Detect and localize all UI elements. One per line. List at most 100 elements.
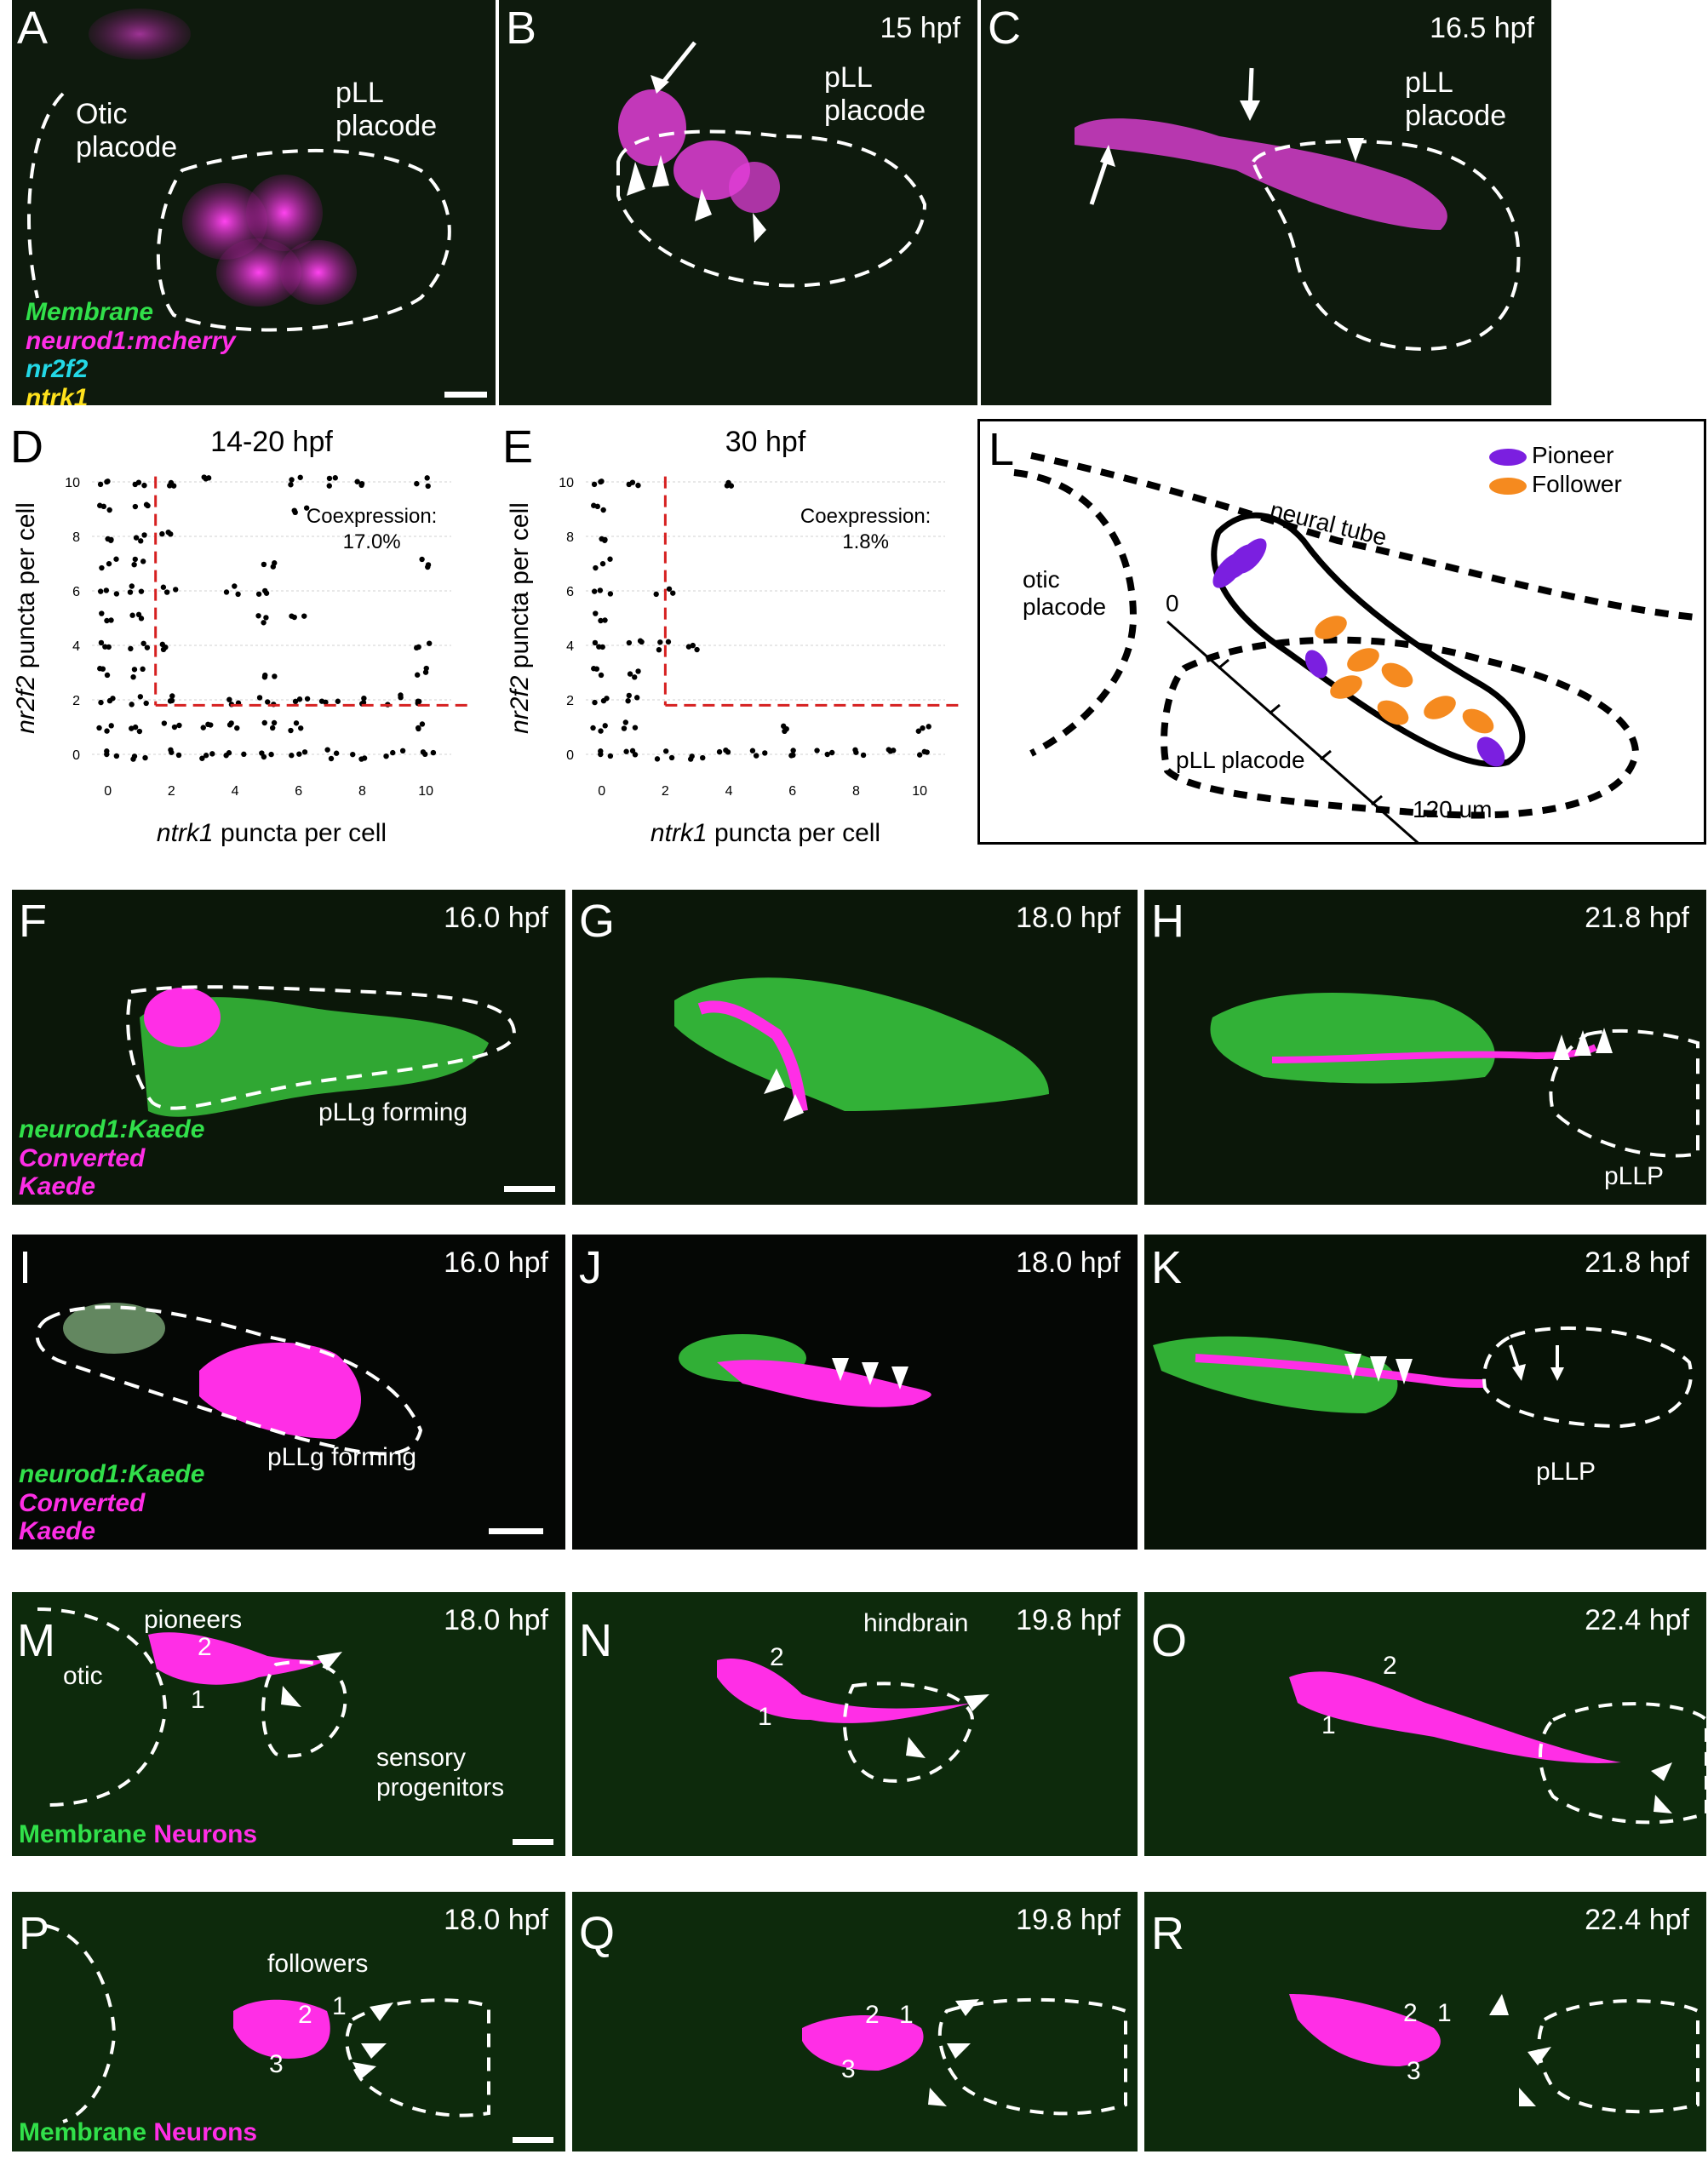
scale-bar <box>444 392 487 398</box>
data-point <box>128 645 134 652</box>
data-point <box>416 644 421 650</box>
data-point <box>263 615 269 621</box>
pll-placode-outline <box>156 148 451 332</box>
y-axis-label: nr2f2 puncta per cell <box>506 502 534 734</box>
data-point <box>261 561 267 568</box>
data-point <box>607 556 613 562</box>
pioneer-cells <box>1212 538 1505 767</box>
data-point <box>700 754 706 761</box>
data-point <box>232 583 238 589</box>
pll-placode-outline <box>1251 140 1521 352</box>
data-point <box>694 646 700 653</box>
axis-start-label: 0 <box>1166 590 1179 616</box>
panel-letter: H <box>1151 896 1184 947</box>
pll-ganglion-outline <box>1211 512 1526 767</box>
panel-k-image <box>1153 1326 1693 1429</box>
y-tick-label: 4 <box>566 639 574 654</box>
x-tick-label: 4 <box>725 784 733 799</box>
data-point <box>853 749 859 755</box>
data-point <box>259 750 265 756</box>
data-point <box>399 748 406 754</box>
data-point <box>208 722 214 728</box>
panel-letter: C <box>988 3 1021 54</box>
panel-c: C 16.5 hpf pLL placode <box>981 0 1551 405</box>
arrow-icon <box>651 41 696 94</box>
data-point <box>288 482 294 488</box>
neuron-number-1: 1 <box>191 1686 205 1714</box>
data-point <box>296 751 302 757</box>
panel-b: B 15 hpf pLL placode <box>499 0 977 405</box>
data-point <box>99 610 105 616</box>
data-point <box>268 751 274 758</box>
data-point <box>104 728 110 734</box>
data-point <box>255 591 262 597</box>
y-tick-label: 0 <box>566 748 574 763</box>
chart-e-svg: 30 hpf 0 2 4 6 8 10 0 2 4 6 8 10 ntrk1 puncta per cel… <box>506 426 962 847</box>
legend-nr2f2: nr2f2 <box>26 355 89 384</box>
data-point <box>137 694 144 700</box>
data-point <box>723 747 729 753</box>
otic-placode-outline <box>27 92 65 299</box>
region-label: pLLP <box>1536 1458 1596 1486</box>
x-axis-label: ntrk1 puncta per cell <box>157 819 387 847</box>
timestamp: 18.0 hpf <box>1016 1246 1121 1279</box>
legend-neurons: Neurons <box>153 2118 258 2146</box>
pllg-cells <box>140 997 489 1117</box>
panel-letter: E <box>502 421 534 473</box>
timestamp: 15 hpf <box>880 12 960 44</box>
data-point <box>175 752 182 759</box>
panel-letter: K <box>1151 1242 1183 1293</box>
legend-kaede: neurod1:Kaede <box>19 1460 205 1488</box>
x-axis-label: ntrk1 puncta per cell <box>651 819 880 847</box>
data-point <box>426 640 433 646</box>
data-point <box>163 589 170 595</box>
panel-letter: P <box>19 1908 50 1959</box>
data-point <box>165 529 171 536</box>
panel-letter: R <box>1151 1908 1184 1959</box>
data-point <box>390 749 396 756</box>
data-point <box>326 475 333 482</box>
pll-placode-label: pLL placode <box>335 77 438 143</box>
panel-letter: M <box>17 1615 55 1666</box>
data-point <box>132 724 139 731</box>
coexpression-annotation: Coexpression: <box>800 505 931 528</box>
pllg-cells <box>1210 993 1495 1084</box>
follower-legend-swatch <box>1489 478 1527 495</box>
panel-j-image <box>679 1334 931 1407</box>
data-point <box>592 639 599 646</box>
data-point <box>104 478 110 485</box>
legend-neurons: Neurons <box>153 1820 258 1848</box>
data-point <box>860 752 867 759</box>
legend-membrane: Membrane <box>19 2118 147 2146</box>
x-tick-label: 10 <box>912 784 927 799</box>
data-point <box>100 503 107 510</box>
data-point <box>602 723 608 729</box>
data-point <box>593 564 599 571</box>
axis-end-label: 120 um <box>1413 796 1493 822</box>
neuron-number-3: 3 <box>841 2055 856 2083</box>
followers-label: followers <box>267 1950 369 1978</box>
data-point <box>96 725 102 731</box>
data-point <box>591 588 598 594</box>
otic-placode-label: Otic placode <box>76 98 178 164</box>
data-point <box>256 695 263 701</box>
neuron-number-2: 2 <box>198 1633 212 1661</box>
sensory-progenitors-outline <box>937 1997 1127 2116</box>
data-point <box>131 561 137 568</box>
data-point <box>607 753 614 759</box>
data-point <box>924 749 930 755</box>
data-point <box>262 587 268 594</box>
panel-q: Q 19.8 hpf 2 1 3 <box>572 1892 1138 2151</box>
data-point <box>129 612 135 618</box>
cell-cluster <box>89 9 357 307</box>
data-point <box>288 727 294 734</box>
legend-converted-kaede: Kaede <box>19 1172 96 1201</box>
data-point <box>781 723 787 730</box>
data-point <box>223 589 230 595</box>
arrowhead-icon <box>1489 1994 1551 2106</box>
timestamp: 19.8 hpf <box>1016 1904 1121 1936</box>
panel-i: I 16.0 hpf pLLg forming neurod1:Kaede Co… <box>12 1235 565 1550</box>
sensory-progenitors-outline <box>843 1682 975 1783</box>
x-tick-label: 6 <box>788 784 796 799</box>
panel-letter: A <box>17 3 49 54</box>
